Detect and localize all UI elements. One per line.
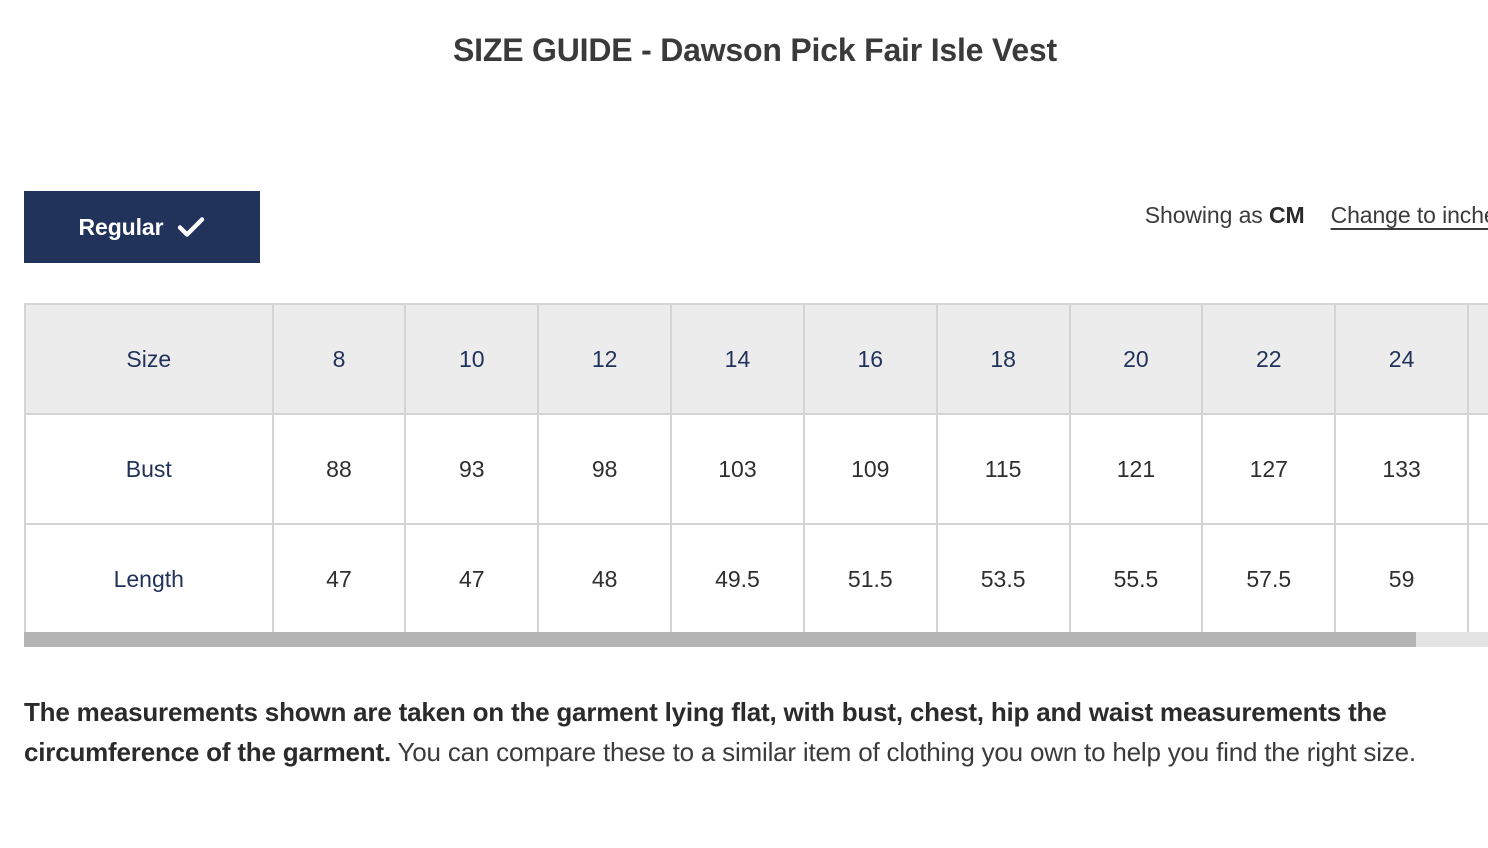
measurement-note-bold: The measurements shown are taken on the … [24,697,1387,767]
column-header-10: 10 [405,304,540,415]
length-value-12: 48 [538,524,673,634]
bust-value-16: 109 [803,414,938,525]
controls-row: Regular Showing as CM Change to inches [24,191,1488,263]
bust-value-18: 115 [936,414,1071,525]
bust-value-20: 121 [1069,414,1204,525]
bust-value-12: 98 [538,414,673,525]
column-header-18: 18 [936,304,1071,415]
measurement-note-regular: You can compare these to a similar item … [390,737,1417,767]
bust-value-24: 133 [1335,414,1470,525]
column-header-22: 22 [1202,304,1337,415]
column-header-12: 12 [538,304,673,415]
size-table: Size 8 10 12 14 16 18 20 22 24 26 Bust 8… [24,303,1488,634]
bust-value-26: 139 [1468,414,1488,525]
horizontal-scrollbar-track[interactable] [24,632,1488,647]
fit-toggle-label: Regular [78,213,164,240]
bust-value-22: 127 [1202,414,1337,525]
length-value-20: 55.5 [1069,524,1204,634]
length-value-10: 47 [405,524,540,634]
table-row: Bust 88 93 98 103 109 115 121 127 133 13… [25,414,1488,525]
bust-value-10: 93 [405,414,540,525]
showing-as-unit: CM [1269,202,1305,228]
column-header-16: 16 [803,304,938,415]
showing-as-label: Showing as CM [1145,202,1305,229]
length-value-26: 60.5 [1468,524,1488,634]
bust-value-14: 103 [671,414,805,525]
length-value-18: 53.5 [936,524,1071,634]
length-value-22: 57.5 [1202,524,1337,634]
table-header-row: Size 8 10 12 14 16 18 20 22 24 26 [25,304,1488,415]
measurement-note: The measurements shown are taken on the … [24,692,1476,772]
showing-as-prefix: Showing as [1144,202,1263,228]
column-header-8: 8 [272,304,407,415]
column-header-14: 14 [671,304,805,415]
column-header-20: 20 [1069,304,1204,415]
length-value-24: 59 [1335,524,1470,634]
length-value-14: 49.5 [671,524,805,634]
page-title: SIZE GUIDE - Dawson Pick Fair Isle Vest [453,32,1057,68]
table-row: Length 47 47 48 49.5 51.5 53.5 55.5 57.5… [25,524,1488,634]
row-label-length: Length [25,524,274,634]
unit-controls: Showing as CM Change to inches [1145,202,1488,229]
check-icon [177,213,205,241]
column-header-24: 24 [1335,304,1470,415]
length-value-16: 51.5 [803,524,938,634]
row-label-bust: Bust [25,414,274,525]
horizontal-scrollbar-thumb[interactable] [24,632,1416,647]
size-table-container[interactable]: Size 8 10 12 14 16 18 20 22 24 26 Bust 8… [24,303,1488,634]
bust-value-8: 88 [272,414,407,525]
change-units-link[interactable]: Change to inches [1330,202,1488,228]
fit-toggle-regular-button[interactable]: Regular [24,191,260,263]
column-header-26: 26 [1468,304,1488,415]
length-value-8: 47 [272,524,407,634]
column-header-size: Size [25,304,274,415]
